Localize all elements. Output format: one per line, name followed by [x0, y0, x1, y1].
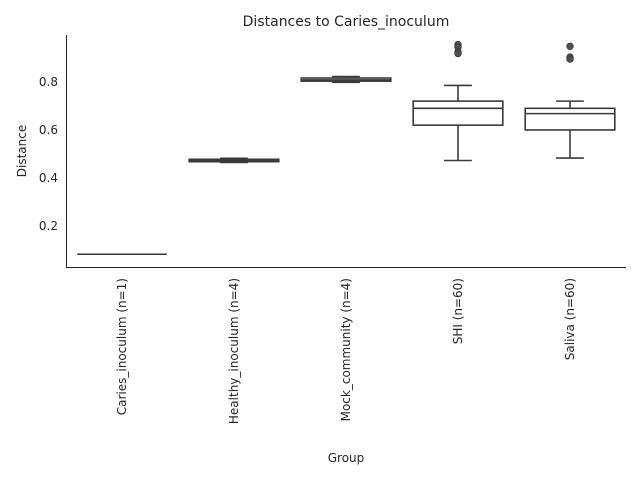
outlier-point — [454, 49, 462, 58]
box-group — [524, 42, 616, 159]
x-tick-label: Mock_community (n=4) — [339, 278, 353, 421]
boxes — [77, 40, 616, 256]
y-tick-label: 0.2 — [39, 219, 58, 233]
y-axis-label: Distance — [15, 125, 29, 177]
y-tick-label: 0.6 — [39, 123, 58, 137]
x-tick-label: SHI (n=60) — [451, 278, 465, 344]
box-body — [412, 100, 504, 126]
x-tick-label: Healthy_inoculum (n=4) — [227, 278, 241, 424]
box-body — [524, 107, 616, 131]
box-group — [188, 157, 280, 164]
y-tick-label: 0.4 — [39, 171, 58, 185]
x-tick-label: Caries_inoculum (n=1) — [115, 278, 129, 415]
outlier-point — [566, 55, 574, 63]
box-group — [300, 75, 392, 84]
y-ticks: 0.2 0.4 0.6 0.8 — [39, 75, 58, 233]
x-axis-label: Group — [328, 451, 365, 465]
x-ticks: Caries_inoculum (n=1) Healthy_inoculum (n… — [115, 278, 577, 424]
chart-title: Distances to Caries_inoculum — [243, 14, 450, 30]
outlier-point — [566, 42, 574, 50]
y-tick-label: 0.8 — [39, 75, 58, 89]
box-group — [412, 40, 504, 162]
x-tick-label: Saliva (n=60) — [563, 278, 577, 360]
